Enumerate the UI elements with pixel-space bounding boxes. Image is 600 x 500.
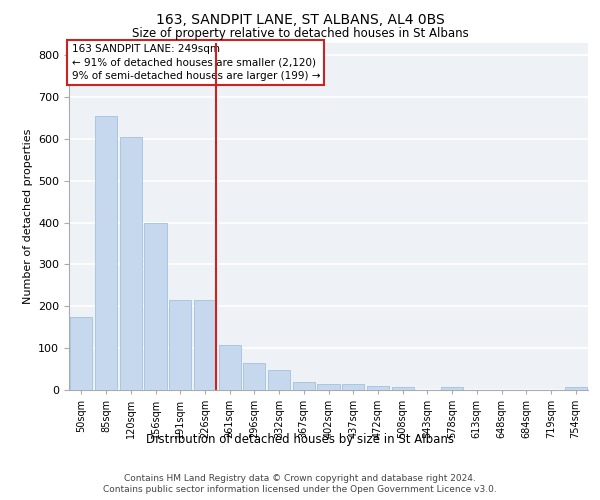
- Bar: [392, 386, 414, 390]
- Bar: [169, 300, 191, 390]
- Bar: [317, 384, 340, 390]
- Text: Distribution of detached houses by size in St Albans: Distribution of detached houses by size …: [146, 432, 454, 446]
- Y-axis label: Number of detached properties: Number of detached properties: [23, 128, 32, 304]
- Bar: [194, 300, 216, 390]
- Bar: [268, 370, 290, 390]
- Bar: [441, 386, 463, 390]
- Bar: [342, 384, 364, 390]
- Text: 163, SANDPIT LANE, ST ALBANS, AL4 0BS: 163, SANDPIT LANE, ST ALBANS, AL4 0BS: [155, 12, 445, 26]
- Bar: [95, 116, 117, 390]
- Bar: [70, 316, 92, 390]
- Bar: [293, 382, 315, 390]
- Text: Contains HM Land Registry data © Crown copyright and database right 2024.: Contains HM Land Registry data © Crown c…: [124, 474, 476, 483]
- Bar: [367, 386, 389, 390]
- Bar: [119, 136, 142, 390]
- Text: Contains public sector information licensed under the Open Government Licence v3: Contains public sector information licen…: [103, 485, 497, 494]
- Text: Size of property relative to detached houses in St Albans: Size of property relative to detached ho…: [131, 28, 469, 40]
- Text: 163 SANDPIT LANE: 249sqm
← 91% of detached houses are smaller (2,120)
9% of semi: 163 SANDPIT LANE: 249sqm ← 91% of detach…: [71, 44, 320, 80]
- Bar: [218, 345, 241, 390]
- Bar: [243, 363, 265, 390]
- Bar: [565, 386, 587, 390]
- Bar: [145, 222, 167, 390]
